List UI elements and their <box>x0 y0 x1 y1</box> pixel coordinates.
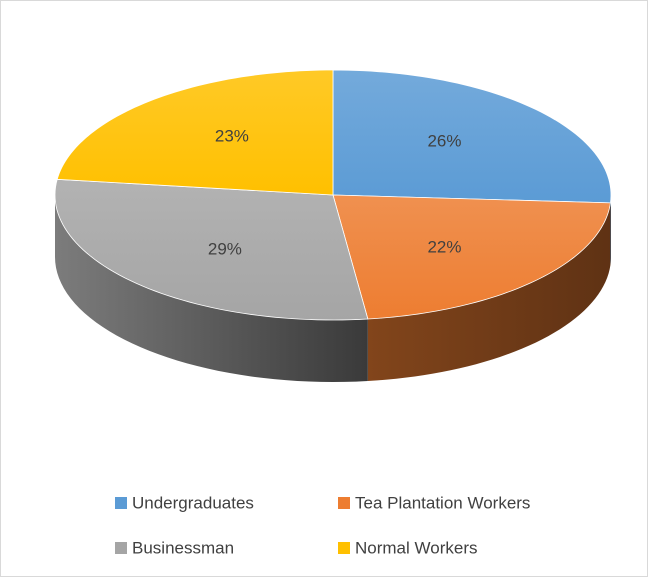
data-label: 29% <box>208 239 242 258</box>
legend-swatch <box>338 542 350 554</box>
legend: Undergraduates Tea Plantation Workers Busi… <box>115 493 530 557</box>
pie-slice <box>332 69 612 204</box>
pie-slice <box>332 194 611 320</box>
pie-side <box>55 195 368 382</box>
data-labels: 26% 22% 29% 23% <box>208 126 462 258</box>
data-label: 22% <box>427 238 461 257</box>
data-label: 26% <box>427 131 461 150</box>
legend-label: Businessman <box>132 538 234 557</box>
pie-slice <box>54 178 369 321</box>
pie-slice <box>56 69 334 196</box>
pie-tops <box>54 69 612 321</box>
pie-side <box>610 195 611 265</box>
pie-sides <box>55 195 611 382</box>
legend-label: Tea Plantation Workers <box>355 493 530 512</box>
legend-swatch <box>115 497 127 509</box>
legend-swatch <box>338 497 350 509</box>
legend-label: Normal Workers <box>355 538 477 557</box>
legend-label: Undergraduates <box>132 493 254 512</box>
legend-swatch <box>115 542 127 554</box>
data-label: 23% <box>215 126 249 145</box>
pie-side <box>367 202 611 382</box>
